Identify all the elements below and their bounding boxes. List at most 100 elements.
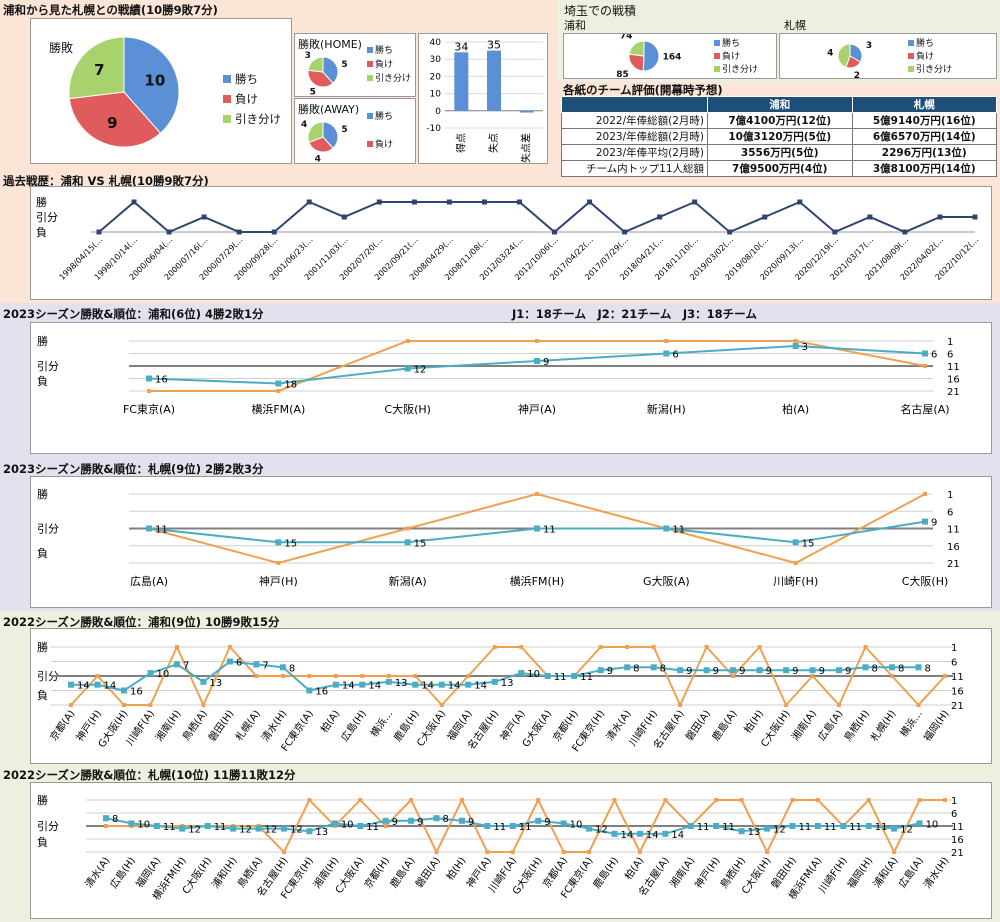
- result-point: [866, 798, 871, 802]
- rank-value-label: 14: [368, 681, 381, 692]
- rank-point: [204, 823, 211, 829]
- x-tick-label: 得失点差: [520, 133, 533, 163]
- rank-point: [611, 830, 618, 837]
- row-label-draw: 引分: [37, 359, 59, 373]
- rank-value-label: 10: [926, 819, 939, 830]
- x-tick-label: 鳥栖(A): [179, 707, 210, 743]
- legend-loss: 負け: [375, 140, 394, 150]
- pie-away-chart: 5 4 4: [301, 120, 348, 164]
- rank-point: [922, 518, 928, 525]
- rank-value-label: 6: [236, 658, 242, 669]
- saitama-sapporo-panel: 3 2 4 勝ち 負け 引き分け: [779, 33, 997, 79]
- saitama-urawa-label: 浦和: [564, 19, 586, 32]
- rank-point: [586, 825, 593, 832]
- x-tick-label: 柏(H): [443, 854, 468, 882]
- x-tick-label: 神戸(A): [497, 707, 528, 743]
- pie-slice-win: [123, 36, 180, 134]
- rank-value-label: 16: [315, 687, 328, 698]
- result-point: [815, 798, 820, 802]
- result-point: [121, 703, 126, 707]
- pie-label-loss: 4: [315, 154, 321, 164]
- x-tick-label: 浦和(A): [870, 854, 901, 890]
- bar: [454, 52, 469, 111]
- x-tick-label: 清水(H): [921, 854, 952, 890]
- sapporo-2022-chart: 勝引分負16111621[勝敗][順位]81011121112121213101…: [37, 767, 964, 902]
- rank-value-label: 8: [443, 814, 449, 825]
- pie-label-draw: 7: [94, 61, 104, 79]
- cell: 10億3120万円(5位): [707, 128, 853, 145]
- row-label-win: 勝: [37, 793, 48, 807]
- rank-value-label: 10: [527, 669, 540, 680]
- rank-point: [153, 823, 160, 829]
- result-point: [561, 850, 566, 854]
- rank-value-label: 9: [686, 666, 692, 677]
- result-line: [70, 644, 946, 708]
- rank-point: [889, 664, 896, 671]
- row-label-draw: 引分: [37, 669, 59, 683]
- y-tick-label: 20: [430, 72, 442, 82]
- x-tick-label: 失点: [487, 133, 500, 153]
- result-point: [598, 645, 603, 649]
- data-point: [131, 199, 137, 205]
- result-point: [333, 674, 338, 678]
- rank-point: [404, 539, 411, 546]
- rank-point: [624, 664, 631, 671]
- rank-point: [438, 681, 445, 688]
- data-point: [902, 229, 908, 235]
- rank-value-label: 10: [341, 819, 354, 830]
- eval-table: 浦和 札幌 2022/年俸総額(2月時) 7億4100万円(12位) 5億9140万…: [561, 96, 997, 177]
- rank-value-label: 11: [849, 822, 862, 833]
- rank-tick-label: 6: [951, 658, 957, 669]
- result-point: [923, 492, 927, 496]
- bar-value-label: 34: [454, 40, 468, 53]
- result-point: [519, 645, 524, 649]
- rank-point: [230, 825, 237, 832]
- bar-value-label: 35: [487, 39, 501, 52]
- rank-value-label: 13: [748, 827, 761, 838]
- rank-point: [518, 670, 525, 677]
- rank-point: [253, 661, 260, 668]
- result-point: [439, 703, 444, 707]
- x-tick-label: 柏(A): [622, 854, 647, 882]
- legend-win: 勝ち: [235, 72, 258, 86]
- pie-away-title: 勝敗(AWAY): [298, 103, 360, 116]
- pie-slice-win: [322, 121, 339, 149]
- rank-value-label: 14: [671, 830, 684, 841]
- result-point: [678, 703, 683, 707]
- legend-win: 勝ち: [375, 112, 394, 122]
- y-tick-label: 30: [430, 55, 442, 65]
- x-tick-label: 神戸(H): [692, 854, 723, 890]
- result-point: [536, 798, 541, 802]
- rank-point: [663, 350, 670, 357]
- rank-point: [255, 825, 262, 832]
- pie-away-panel: 勝敗(AWAY) 5 4 4 勝ち 負け: [294, 98, 416, 164]
- x-tick-label: 横浜FM(H): [510, 574, 565, 588]
- goals-bar-chart: 40 30 20 10 0 -10 34 得点 35 失点 得失点差: [426, 38, 543, 173]
- x-tick-label: 広島(A): [130, 574, 168, 588]
- rank-point: [280, 825, 287, 832]
- rank-point: [663, 525, 670, 532]
- result-point: [943, 798, 947, 802]
- legend-loss: 負け: [722, 52, 741, 62]
- rank-value-label: 12: [265, 825, 278, 836]
- row-label-win: 勝: [36, 195, 47, 209]
- rank-value-label: 18: [284, 380, 297, 391]
- rank-value-label: 7: [262, 660, 268, 671]
- rank-tick-label: 16: [951, 835, 964, 846]
- saitama-sapporo-label: 札幌: [784, 19, 806, 32]
- rank-value-label: 11: [493, 822, 506, 833]
- rank-value-label: 10: [156, 669, 169, 680]
- x-tick-label: 神戸(A): [518, 402, 556, 416]
- pie-total-legend: 勝ち 負け 引き分け: [223, 69, 281, 129]
- row-label-win: 勝: [37, 487, 48, 501]
- table-row: 2023/年俸総額(2月時) 10億3120万円(5位) 6億6570万円(14位): [561, 128, 997, 145]
- result-point: [704, 645, 709, 649]
- pie-slice-draw: [628, 40, 645, 57]
- rank-value-label: 11: [366, 822, 379, 833]
- pie-home-legend: 勝ち 負け 引き分け: [367, 44, 411, 86]
- result-point: [276, 561, 281, 565]
- rank-value-label: 9: [931, 518, 937, 529]
- rank-value-label: 12: [773, 825, 786, 836]
- pie-home-panel: 勝敗(HOME) 5 5 3 勝ち 負け 引き分け: [294, 33, 416, 97]
- data-point: [552, 229, 558, 235]
